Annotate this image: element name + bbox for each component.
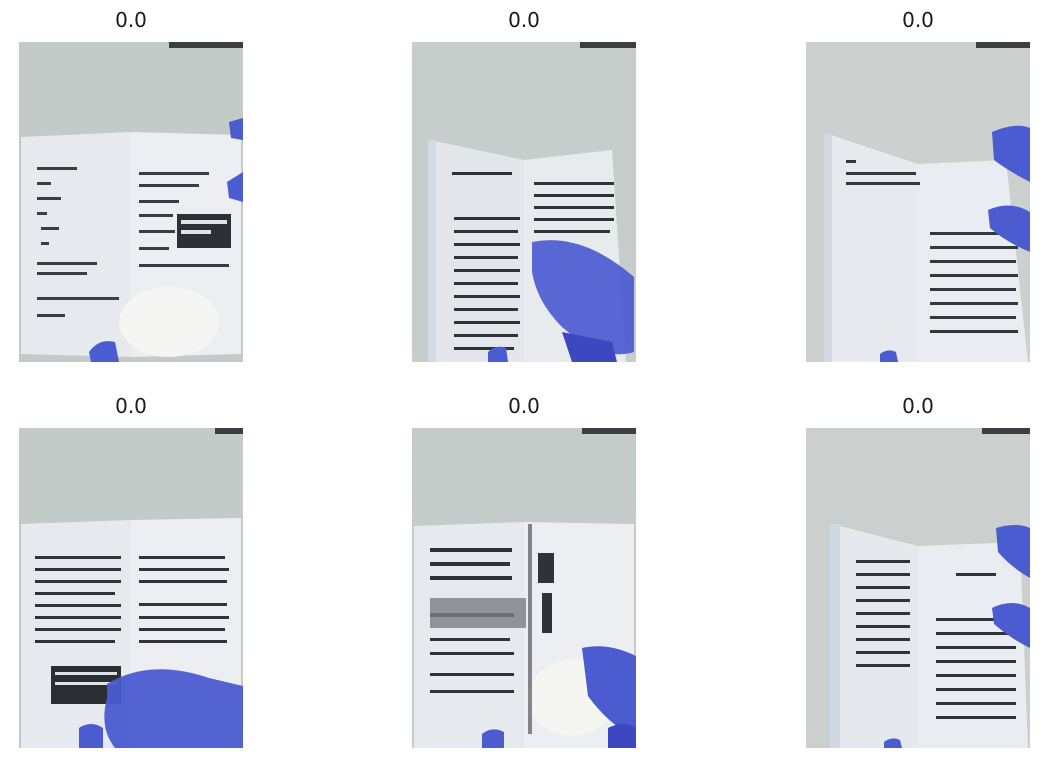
book-photo-5	[412, 428, 636, 748]
tile-title-1: 0.0	[115, 8, 147, 32]
book-photo-4	[19, 428, 243, 748]
image-tile-4	[19, 428, 243, 748]
image-tile-1	[19, 42, 243, 362]
image-tile-6	[806, 428, 1030, 748]
tile-title-6: 0.0	[902, 394, 934, 418]
book-photo-3	[806, 42, 1030, 362]
book-photo-6	[806, 428, 1030, 748]
book-photo-2	[412, 42, 636, 362]
image-tile-2	[412, 42, 636, 362]
tile-title-5: 0.0	[508, 394, 540, 418]
book-photo-1	[19, 42, 243, 362]
tile-title-3: 0.0	[902, 8, 934, 32]
image-tile-5	[412, 428, 636, 748]
image-tile-3	[806, 42, 1030, 362]
tile-title-4: 0.0	[115, 394, 147, 418]
tile-title-2: 0.0	[508, 8, 540, 32]
